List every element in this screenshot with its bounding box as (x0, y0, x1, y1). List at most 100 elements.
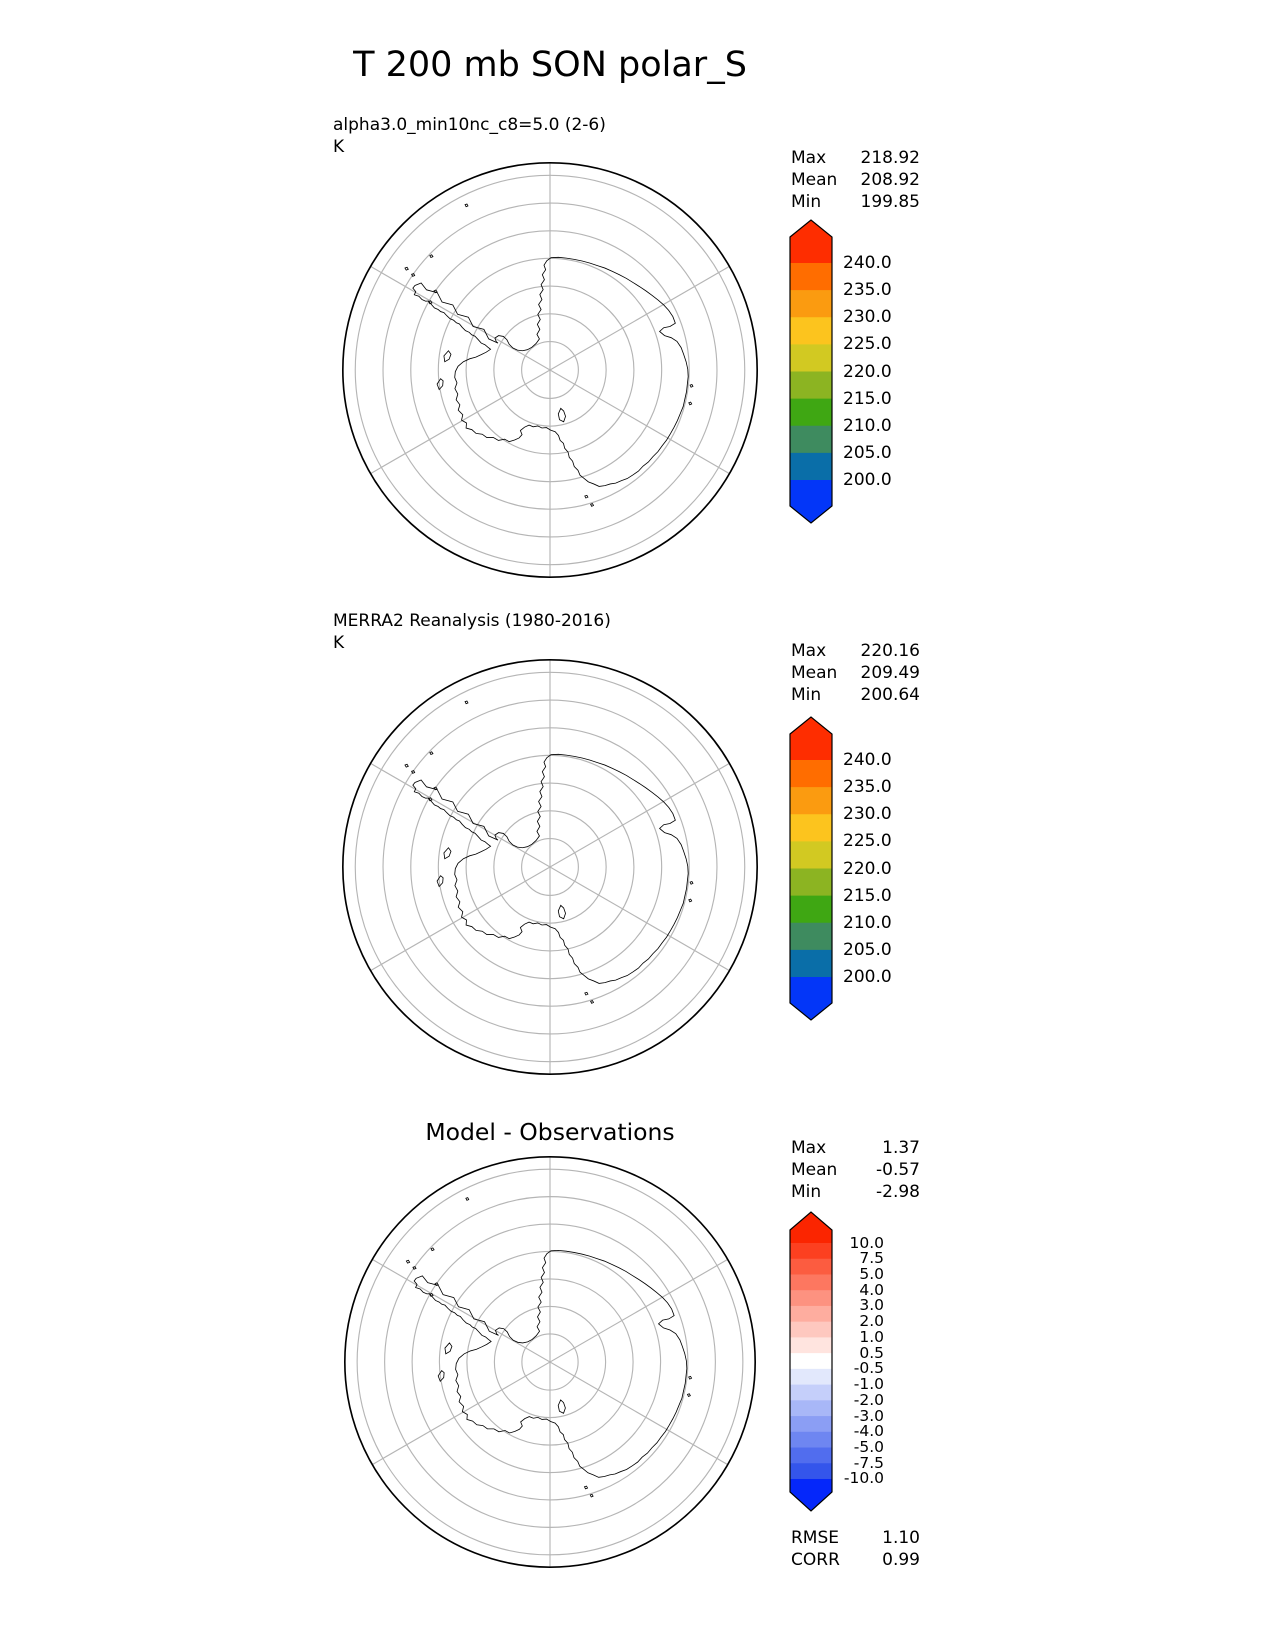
colorbar2-tick-label: 200.0 (843, 967, 892, 987)
graticule (354, 659, 746, 1075)
colorbar3-tick-label: -2.0 (853, 1390, 884, 1409)
colorbar-band (790, 949, 832, 978)
stat-label: Max (791, 148, 827, 168)
stat-label: Min (791, 685, 822, 705)
panel3-subtitle: Model - Observations (425, 1118, 675, 1146)
colorbar-band (790, 1416, 832, 1433)
panel2-stats: Max 220.16 Mean 209.49 Min 200.64 (791, 640, 920, 706)
stat-value: 199.85 (860, 192, 920, 212)
panel1-colorbar (789, 219, 833, 524)
stat-row: Mean 208.92 (791, 169, 920, 191)
colorbar-band (790, 1353, 832, 1370)
colorbar-band (790, 841, 832, 869)
map-boundary-circle (342, 659, 758, 1075)
stat-value: 208.92 (860, 170, 920, 190)
colorbar-band (790, 1258, 832, 1275)
panel1-polar-map (342, 162, 758, 578)
colorbar3-tick-label: 5.0 (859, 1264, 884, 1283)
colorbar3-tick-label: 10.0 (849, 1233, 884, 1252)
colorbar-band (790, 868, 832, 897)
colorbar-band (790, 922, 832, 951)
graticule (354, 162, 746, 578)
stat-value: 218.92 (860, 148, 920, 168)
colorbar1-tick-label: 210.0 (843, 415, 892, 436)
colorbar-band (790, 977, 832, 1020)
colorbar2-tick-label: 235.0 (843, 777, 892, 798)
stat-value: 1.10 (882, 1528, 920, 1548)
panel1-subtitle: alpha3.0_min10nc_c8=5.0 (2-6) (333, 115, 606, 135)
colorbar3-tick-label: 0.5 (859, 1343, 884, 1362)
colorbar2-tick-label: 210.0 (843, 912, 892, 933)
stat-row: Max 218.92 (791, 147, 920, 169)
colorbar-band (790, 814, 832, 842)
colorbar3-tick-label: -4.0 (853, 1422, 884, 1441)
colorbar1-tick-label: 215.0 (843, 388, 892, 409)
stat-value: -0.57 (876, 1160, 920, 1180)
panel3-colorbar (789, 1211, 833, 1512)
colorbar3-tick-label: -10.0 (843, 1469, 884, 1488)
antarctica-coastline (404, 700, 694, 1004)
stat-row: CORR 0.99 (791, 1549, 920, 1571)
colorbar2-tick-label: 205.0 (843, 939, 892, 960)
colorbar2-tick-label: 230.0 (843, 804, 892, 825)
colorbar2-tick-label: 225.0 (843, 831, 892, 852)
colorbar-band (790, 1274, 832, 1291)
panel3-skill-stats: RMSE 1.10 CORR 0.99 (791, 1527, 920, 1571)
colorbar2-tick-label: 215.0 (843, 885, 892, 906)
stat-row: Min 199.85 (791, 191, 920, 213)
panel2-units: K (333, 633, 345, 653)
panel1-header: alpha3.0_min10nc_c8=5.0 (2-6) K (333, 114, 606, 158)
panel2-colorbar (789, 716, 833, 1021)
antarctica-coastline (405, 1197, 693, 1498)
colorbar-bands (790, 220, 832, 523)
colorbar3-tick-label: -7.5 (853, 1453, 884, 1472)
colorbar3-tick-label: -0.5 (853, 1359, 884, 1378)
stat-label: Min (791, 192, 822, 212)
colorbar-band (790, 317, 832, 345)
colorbar-band (790, 371, 832, 400)
stat-row: Min -2.98 (791, 1181, 920, 1203)
colorbar-outline (789, 716, 833, 1021)
stat-label: Max (791, 641, 827, 661)
colorbar3-tick-label: -3.0 (853, 1406, 884, 1425)
figure-title: T 200 mb SON polar_S (353, 45, 747, 85)
colorbar3-tick-label: 4.0 (859, 1280, 884, 1299)
colorbar-band (790, 787, 832, 815)
colorbar1-tick-label: 220.0 (843, 361, 892, 382)
colorbar-band (790, 1290, 832, 1307)
colorbar1-tick-label: 235.0 (843, 280, 892, 301)
colorbar-bands (790, 1212, 832, 1511)
colorbar2-tick-label: 220.0 (843, 858, 892, 879)
colorbar-band (790, 717, 832, 761)
meridian-line (372, 1258, 728, 1466)
colorbar-band (790, 290, 832, 318)
stat-value: -2.98 (876, 1182, 920, 1202)
colorbar1-tick-label: 230.0 (843, 307, 892, 328)
colorbar2-tick-label: 240.0 (843, 750, 892, 770)
colorbar-band (790, 895, 832, 924)
colorbar-band (790, 425, 832, 454)
colorbar-outline (789, 1211, 833, 1512)
stat-label: Mean (791, 170, 838, 190)
stat-row: Mean 209.49 (791, 662, 920, 684)
stat-row: Max 220.16 (791, 640, 920, 662)
colorbar-band (790, 398, 832, 427)
stat-label: Mean (791, 1160, 838, 1180)
colorbar-band (790, 1463, 832, 1480)
stat-value: 1.37 (882, 1138, 920, 1158)
stat-row: Mean -0.57 (791, 1159, 920, 1181)
stat-label: RMSE (791, 1528, 840, 1548)
stat-label: CORR (791, 1550, 840, 1570)
colorbar-band (790, 1368, 832, 1385)
panel2-subtitle: MERRA2 Reanalysis (1980-2016) (333, 611, 611, 631)
colorbar1-tick-label: 225.0 (843, 334, 892, 355)
colorbar-band (790, 760, 832, 788)
panel1-units: K (333, 137, 345, 157)
colorbar-band (790, 344, 832, 372)
stat-row: Min 200.64 (791, 684, 920, 706)
colorbar-band (790, 452, 832, 481)
meridian-line (370, 762, 730, 972)
colorbar3-tick-label: 1.0 (859, 1327, 884, 1346)
colorbar-band (790, 1321, 832, 1338)
